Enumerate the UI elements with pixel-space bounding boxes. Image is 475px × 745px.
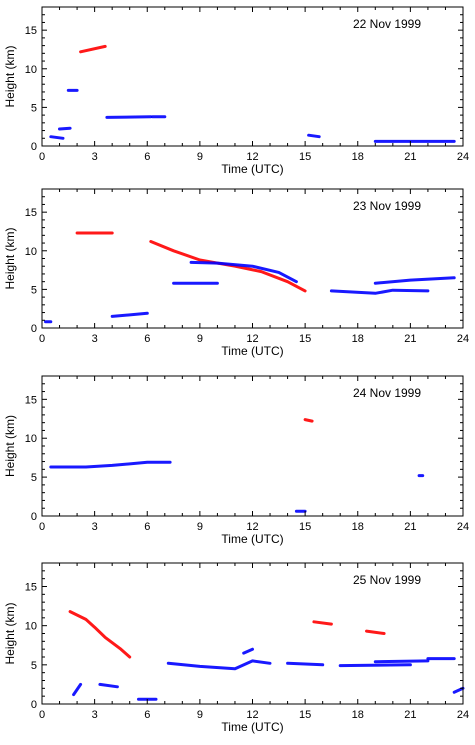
x-tick-label: 12 — [246, 151, 258, 163]
x-tick-label: 9 — [197, 151, 203, 163]
x-tick-label: 15 — [299, 151, 311, 163]
chart-panel: 0 3 6 9 12 15 18 21 24 0 5 10 15 Time (UTC) Height (km… — [3, 562, 469, 734]
y-tick-label: 15 — [25, 207, 37, 219]
x-tick-label: 0 — [39, 333, 45, 345]
y-tick-label: 15 — [25, 582, 37, 594]
data-trace — [68, 610, 132, 659]
x-tick-label: 12 — [246, 333, 258, 345]
data-trace — [166, 659, 272, 671]
y-axis-label: Height (km) — [3, 602, 17, 664]
y-tick-label: 10 — [25, 621, 37, 633]
data-trace — [286, 661, 325, 667]
x-tick-label: 9 — [197, 333, 203, 345]
y-axis-label: Height (km) — [3, 227, 17, 289]
x-tick-label: 6 — [144, 333, 150, 345]
x-tick-label: 6 — [144, 709, 150, 721]
x-axis-label: Time (UTC) — [221, 720, 283, 734]
y-tick-label: 10 — [25, 64, 37, 76]
data-trace — [329, 288, 430, 295]
x-axis-label: Time (UTC) — [221, 532, 283, 546]
x-tick-label: 0 — [39, 151, 45, 163]
panel-date-title: 22 Nov 1999 — [353, 17, 421, 31]
x-tick-label: 21 — [404, 151, 416, 163]
x-tick-label: 9 — [197, 709, 203, 721]
data-trace — [189, 260, 298, 284]
data-trace — [307, 133, 321, 139]
data-trace — [58, 126, 72, 131]
x-tick-label: 3 — [92, 333, 98, 345]
data-trace — [365, 629, 386, 635]
data-trace — [373, 659, 430, 664]
data-trace — [79, 44, 107, 54]
data-trace — [98, 682, 119, 689]
x-tick-label: 15 — [299, 709, 311, 721]
x-tick-label: 3 — [92, 151, 98, 163]
y-tick-label: 5 — [31, 660, 37, 672]
y-axis-label: Height (km) — [3, 45, 17, 107]
x-tick-label: 0 — [39, 709, 45, 721]
x-tick-label: 18 — [352, 709, 364, 721]
x-tick-label: 18 — [352, 521, 364, 533]
x-tick-label: 15 — [299, 333, 311, 345]
data-trace — [373, 276, 456, 285]
x-tick-label: 24 — [457, 333, 469, 345]
x-tick-label: 12 — [246, 521, 258, 533]
x-tick-label: 24 — [457, 521, 469, 533]
chart-panel: 0 3 6 9 12 15 18 21 24 0 5 10 15 Time (UTC) Height (km… — [3, 188, 469, 358]
panel-date-title: 24 Nov 1999 — [353, 386, 421, 400]
y-tick-label: 10 — [25, 246, 37, 258]
chart-panel: 0 3 6 9 12 15 18 21 24 0 5 10 15 Time (UTC) Height (km… — [3, 6, 469, 176]
y-tick-label: 0 — [31, 511, 37, 523]
x-tick-label: 18 — [352, 333, 364, 345]
data-trace — [338, 663, 412, 668]
x-tick-label: 9 — [197, 521, 203, 533]
x-tick-label: 24 — [457, 151, 469, 163]
chart-panel: 0 3 6 9 12 15 18 21 24 0 5 10 15 Time (UTC) Height (km… — [3, 375, 469, 546]
data-trace — [303, 418, 314, 423]
x-tick-label: 3 — [92, 709, 98, 721]
y-axis-label: Height (km) — [3, 415, 17, 477]
data-trace — [110, 311, 149, 318]
y-tick-label: 15 — [25, 394, 37, 406]
x-tick-label: 3 — [92, 521, 98, 533]
data-trace — [72, 682, 83, 697]
data-trace — [312, 620, 333, 626]
y-tick-label: 10 — [25, 433, 37, 445]
y-tick-label: 5 — [31, 472, 37, 484]
y-tick-label: 0 — [31, 141, 37, 153]
x-tick-label: 21 — [404, 333, 416, 345]
x-axis-label: Time (UTC) — [221, 162, 283, 176]
y-tick-label: 0 — [31, 323, 37, 335]
panel-date-title: 23 Nov 1999 — [353, 199, 421, 213]
data-trace — [49, 135, 65, 140]
x-tick-label: 6 — [144, 151, 150, 163]
x-tick-label: 15 — [299, 521, 311, 533]
y-tick-label: 5 — [31, 284, 37, 296]
x-tick-label: 0 — [39, 521, 45, 533]
x-tick-label: 24 — [457, 709, 469, 721]
data-trace — [49, 460, 172, 469]
x-tick-label: 21 — [404, 521, 416, 533]
data-trace — [149, 240, 307, 293]
y-tick-label: 15 — [25, 25, 37, 37]
data-trace — [242, 647, 254, 655]
x-tick-label: 12 — [246, 709, 258, 721]
y-tick-label: 0 — [31, 699, 37, 711]
x-tick-label: 6 — [144, 521, 150, 533]
x-tick-label: 18 — [352, 151, 364, 163]
x-tick-label: 21 — [404, 709, 416, 721]
y-tick-label: 5 — [31, 102, 37, 114]
data-trace — [452, 686, 465, 694]
data-trace — [105, 115, 153, 119]
panel-date-title: 25 Nov 1999 — [353, 573, 421, 587]
x-axis-label: Time (UTC) — [221, 344, 283, 358]
